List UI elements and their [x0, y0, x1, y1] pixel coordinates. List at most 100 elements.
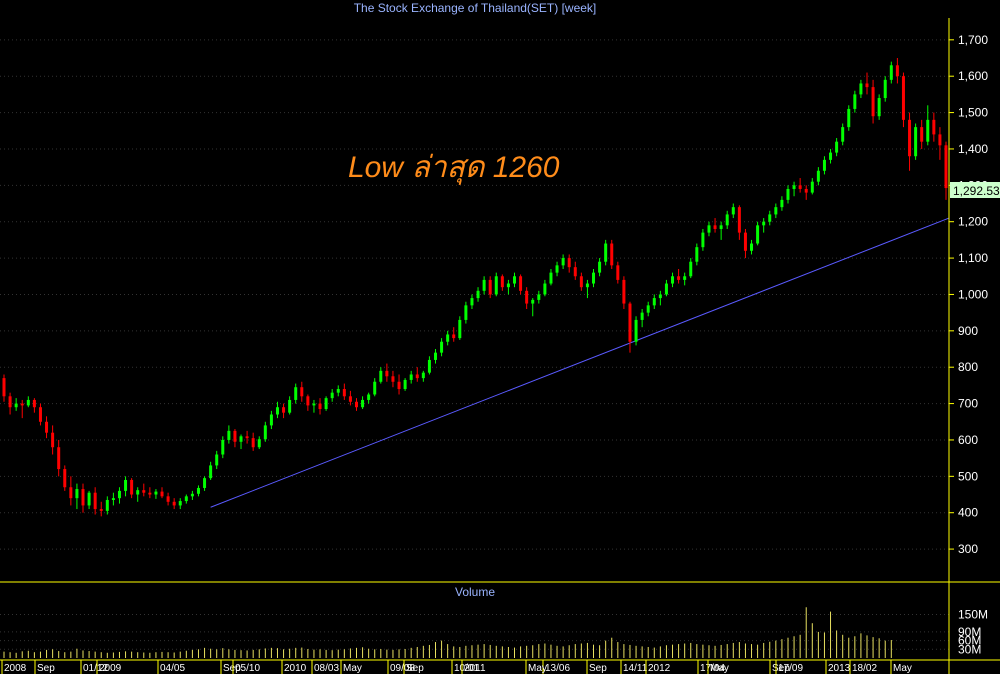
candle-body	[938, 134, 942, 146]
candle-body	[853, 94, 857, 109]
time-tick-label: 17/09	[778, 663, 803, 674]
candle-body	[713, 225, 717, 229]
candle-body	[196, 487, 200, 494]
candle-body	[440, 341, 444, 353]
trendline[interactable]	[210, 217, 950, 508]
time-tick-label: Sep	[37, 663, 55, 674]
low-annotation: Low ล่าสุด 1260	[348, 151, 560, 185]
candle-body	[908, 119, 912, 157]
candle-body	[227, 430, 231, 440]
candle-body	[750, 243, 754, 251]
time-tick-label: May	[528, 663, 547, 674]
candle-body	[573, 267, 577, 277]
candle-body	[531, 299, 535, 304]
chart-title: The Stock Exchange of Thailand(SET) [wee…	[354, 1, 597, 15]
candle-body	[160, 491, 164, 497]
candle-body	[257, 439, 261, 448]
candle-body	[841, 127, 845, 142]
candle-body	[275, 407, 279, 415]
candle-body	[774, 207, 778, 215]
candle-body	[124, 479, 128, 491]
candle-body	[506, 283, 510, 288]
candle-body	[93, 492, 97, 510]
price-tick-label: 1,700	[958, 33, 988, 47]
price-grid	[0, 39, 949, 550]
candle-body	[677, 276, 681, 280]
candle-body	[269, 414, 273, 426]
candle-body	[689, 261, 693, 277]
candle-body	[847, 108, 851, 128]
candle-body	[391, 376, 395, 382]
candle-body	[251, 438, 255, 448]
last-price-label: 1,292.53	[953, 184, 1000, 198]
candle-body	[427, 359, 431, 373]
time-tick-label: 05/10	[235, 663, 260, 674]
time-tick-label: 10/01	[454, 663, 479, 674]
price-tick-label: 1,200	[958, 215, 988, 229]
candle-body	[652, 298, 656, 306]
candle-body	[895, 65, 899, 77]
time-tick-label: 2009	[99, 663, 122, 674]
candle-body	[762, 221, 766, 226]
candle-body	[810, 181, 814, 193]
candle-body	[816, 170, 820, 182]
candle-body	[537, 294, 541, 300]
candle-body	[51, 432, 55, 448]
candle-body	[385, 370, 389, 377]
candle-body	[470, 298, 474, 306]
candle-body	[889, 65, 893, 80]
candle-body	[142, 490, 146, 493]
price-tick-label: 300	[958, 542, 978, 556]
candle-body	[148, 492, 152, 495]
candle-body	[658, 294, 662, 299]
candle-body	[184, 496, 188, 502]
candle-body	[731, 207, 735, 215]
candle-body	[452, 334, 456, 339]
candle-body	[671, 276, 675, 284]
candle-body	[610, 243, 614, 266]
price-tick-label: 1,000	[958, 287, 988, 301]
candle-body	[154, 491, 158, 495]
time-tick-label: 2011	[464, 663, 486, 674]
candle-body	[348, 396, 352, 402]
candle-body	[725, 214, 729, 226]
candle-body	[482, 279, 486, 291]
candle-body	[239, 436, 243, 442]
time-tick-label: 08/03	[314, 663, 339, 674]
candlestick-series	[2, 58, 948, 517]
volume-tick-label: 60M	[958, 634, 981, 648]
candle-body	[476, 290, 480, 299]
price-tick-label: 1,500	[958, 106, 988, 120]
price-tick-label: 900	[958, 324, 978, 338]
candle-body	[822, 159, 826, 171]
time-tick-label: 17/04	[700, 663, 725, 674]
candle-body	[330, 392, 334, 399]
candle-body	[579, 276, 583, 288]
time-tick-label: 2008	[4, 663, 27, 674]
candle-body	[282, 407, 286, 413]
candle-body	[403, 379, 407, 390]
time-tick-label: Sep	[589, 663, 607, 674]
candle-body	[592, 272, 596, 284]
candle-body	[38, 407, 42, 422]
candle-body	[877, 98, 881, 117]
candle-body	[628, 303, 632, 342]
candle-body	[117, 490, 121, 499]
candle-body	[2, 378, 6, 397]
candle-body	[871, 87, 875, 117]
time-tick-label: 01/12	[83, 663, 108, 674]
candle-body	[640, 312, 644, 320]
candle-body	[336, 389, 340, 393]
candle-body	[701, 232, 705, 248]
candle-body	[75, 489, 79, 499]
price-tick-label: 1,100	[958, 251, 988, 265]
candle-body	[598, 261, 602, 273]
time-tick-label: Sep	[406, 663, 424, 674]
time-tick-label: Sep	[772, 663, 790, 674]
candle-body	[494, 276, 498, 295]
candle-body	[707, 225, 711, 233]
candle-body	[604, 243, 608, 262]
